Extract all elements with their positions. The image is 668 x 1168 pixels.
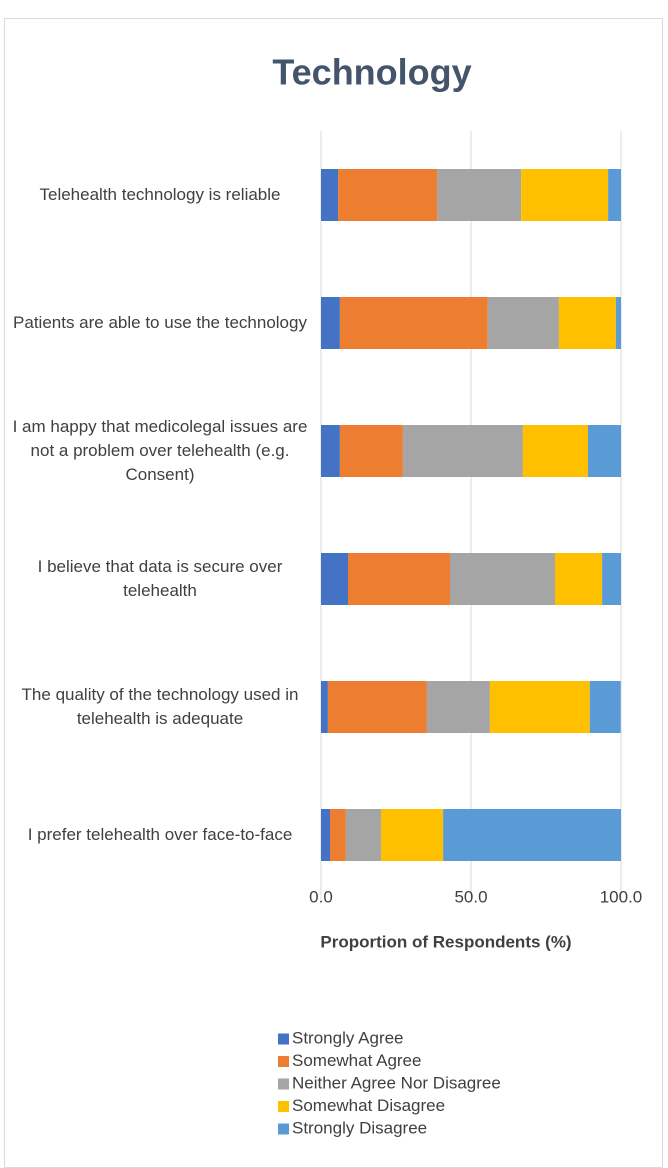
bar-segment <box>321 425 340 477</box>
legend-label: Strongly Disagree <box>292 1118 427 1137</box>
bar-segment <box>321 169 339 221</box>
bar-segment <box>338 169 438 221</box>
y-tick-label: I believe that data is secure over teleh… <box>37 557 283 600</box>
bar-segment <box>321 681 328 733</box>
bar-segment <box>437 169 522 221</box>
legend-swatch <box>278 1078 289 1090</box>
bar-segment <box>558 297 616 349</box>
y-tick-label: The quality of the technology used in te… <box>21 685 299 728</box>
legend-label: Somewhat Disagree <box>292 1096 445 1115</box>
bar-segment <box>381 809 444 861</box>
bar-segment <box>443 809 621 861</box>
bar-segment <box>487 297 559 349</box>
bar-segment <box>321 553 348 605</box>
bar-segment <box>555 553 603 605</box>
bar-segment <box>489 681 590 733</box>
legend-swatch <box>278 1056 289 1067</box>
y-tick-label: Telehealth technology is reliable <box>39 185 281 204</box>
bar-segment <box>588 425 621 477</box>
bar-segment <box>330 809 346 861</box>
chart-title: Technology <box>272 52 471 93</box>
bar-segment <box>339 297 488 349</box>
bar-segment <box>321 809 330 861</box>
bar-segment <box>321 297 340 349</box>
bar-segment <box>345 809 381 861</box>
bar-segment <box>327 681 427 733</box>
y-tick-label: I prefer telehealth over face-to-face <box>27 825 293 844</box>
y-tick-label: I am happy that medicolegal issues are n… <box>12 417 308 484</box>
bar-segment <box>615 297 621 349</box>
x-axis-title: Proportion of Respondents (%) <box>320 932 571 951</box>
bar-segment <box>348 553 450 605</box>
bar-segment <box>402 425 523 477</box>
x-tick-label: 100.0 <box>600 887 643 906</box>
bar-segment <box>426 681 490 733</box>
bar-segment <box>608 169 621 221</box>
x-tick-label: 0.0 <box>309 887 333 906</box>
legend-label: Neither Agree Nor Disagree <box>292 1073 501 1092</box>
legend-label: Somewhat Agree <box>292 1051 421 1070</box>
legend-swatch <box>278 1123 289 1135</box>
legend-swatch <box>278 1033 289 1045</box>
legend-swatch <box>278 1101 289 1112</box>
x-tick-label: 50.0 <box>454 887 487 906</box>
bar-segment <box>602 553 621 605</box>
legend-label: Strongly Agree <box>292 1028 404 1047</box>
bar-segment <box>522 425 588 477</box>
bar-segment <box>339 425 403 477</box>
bar-segment <box>521 169 609 221</box>
bar-segment <box>450 553 555 605</box>
bar-segment <box>589 681 621 733</box>
y-tick-label: Patients are able to use the technology <box>13 313 307 332</box>
